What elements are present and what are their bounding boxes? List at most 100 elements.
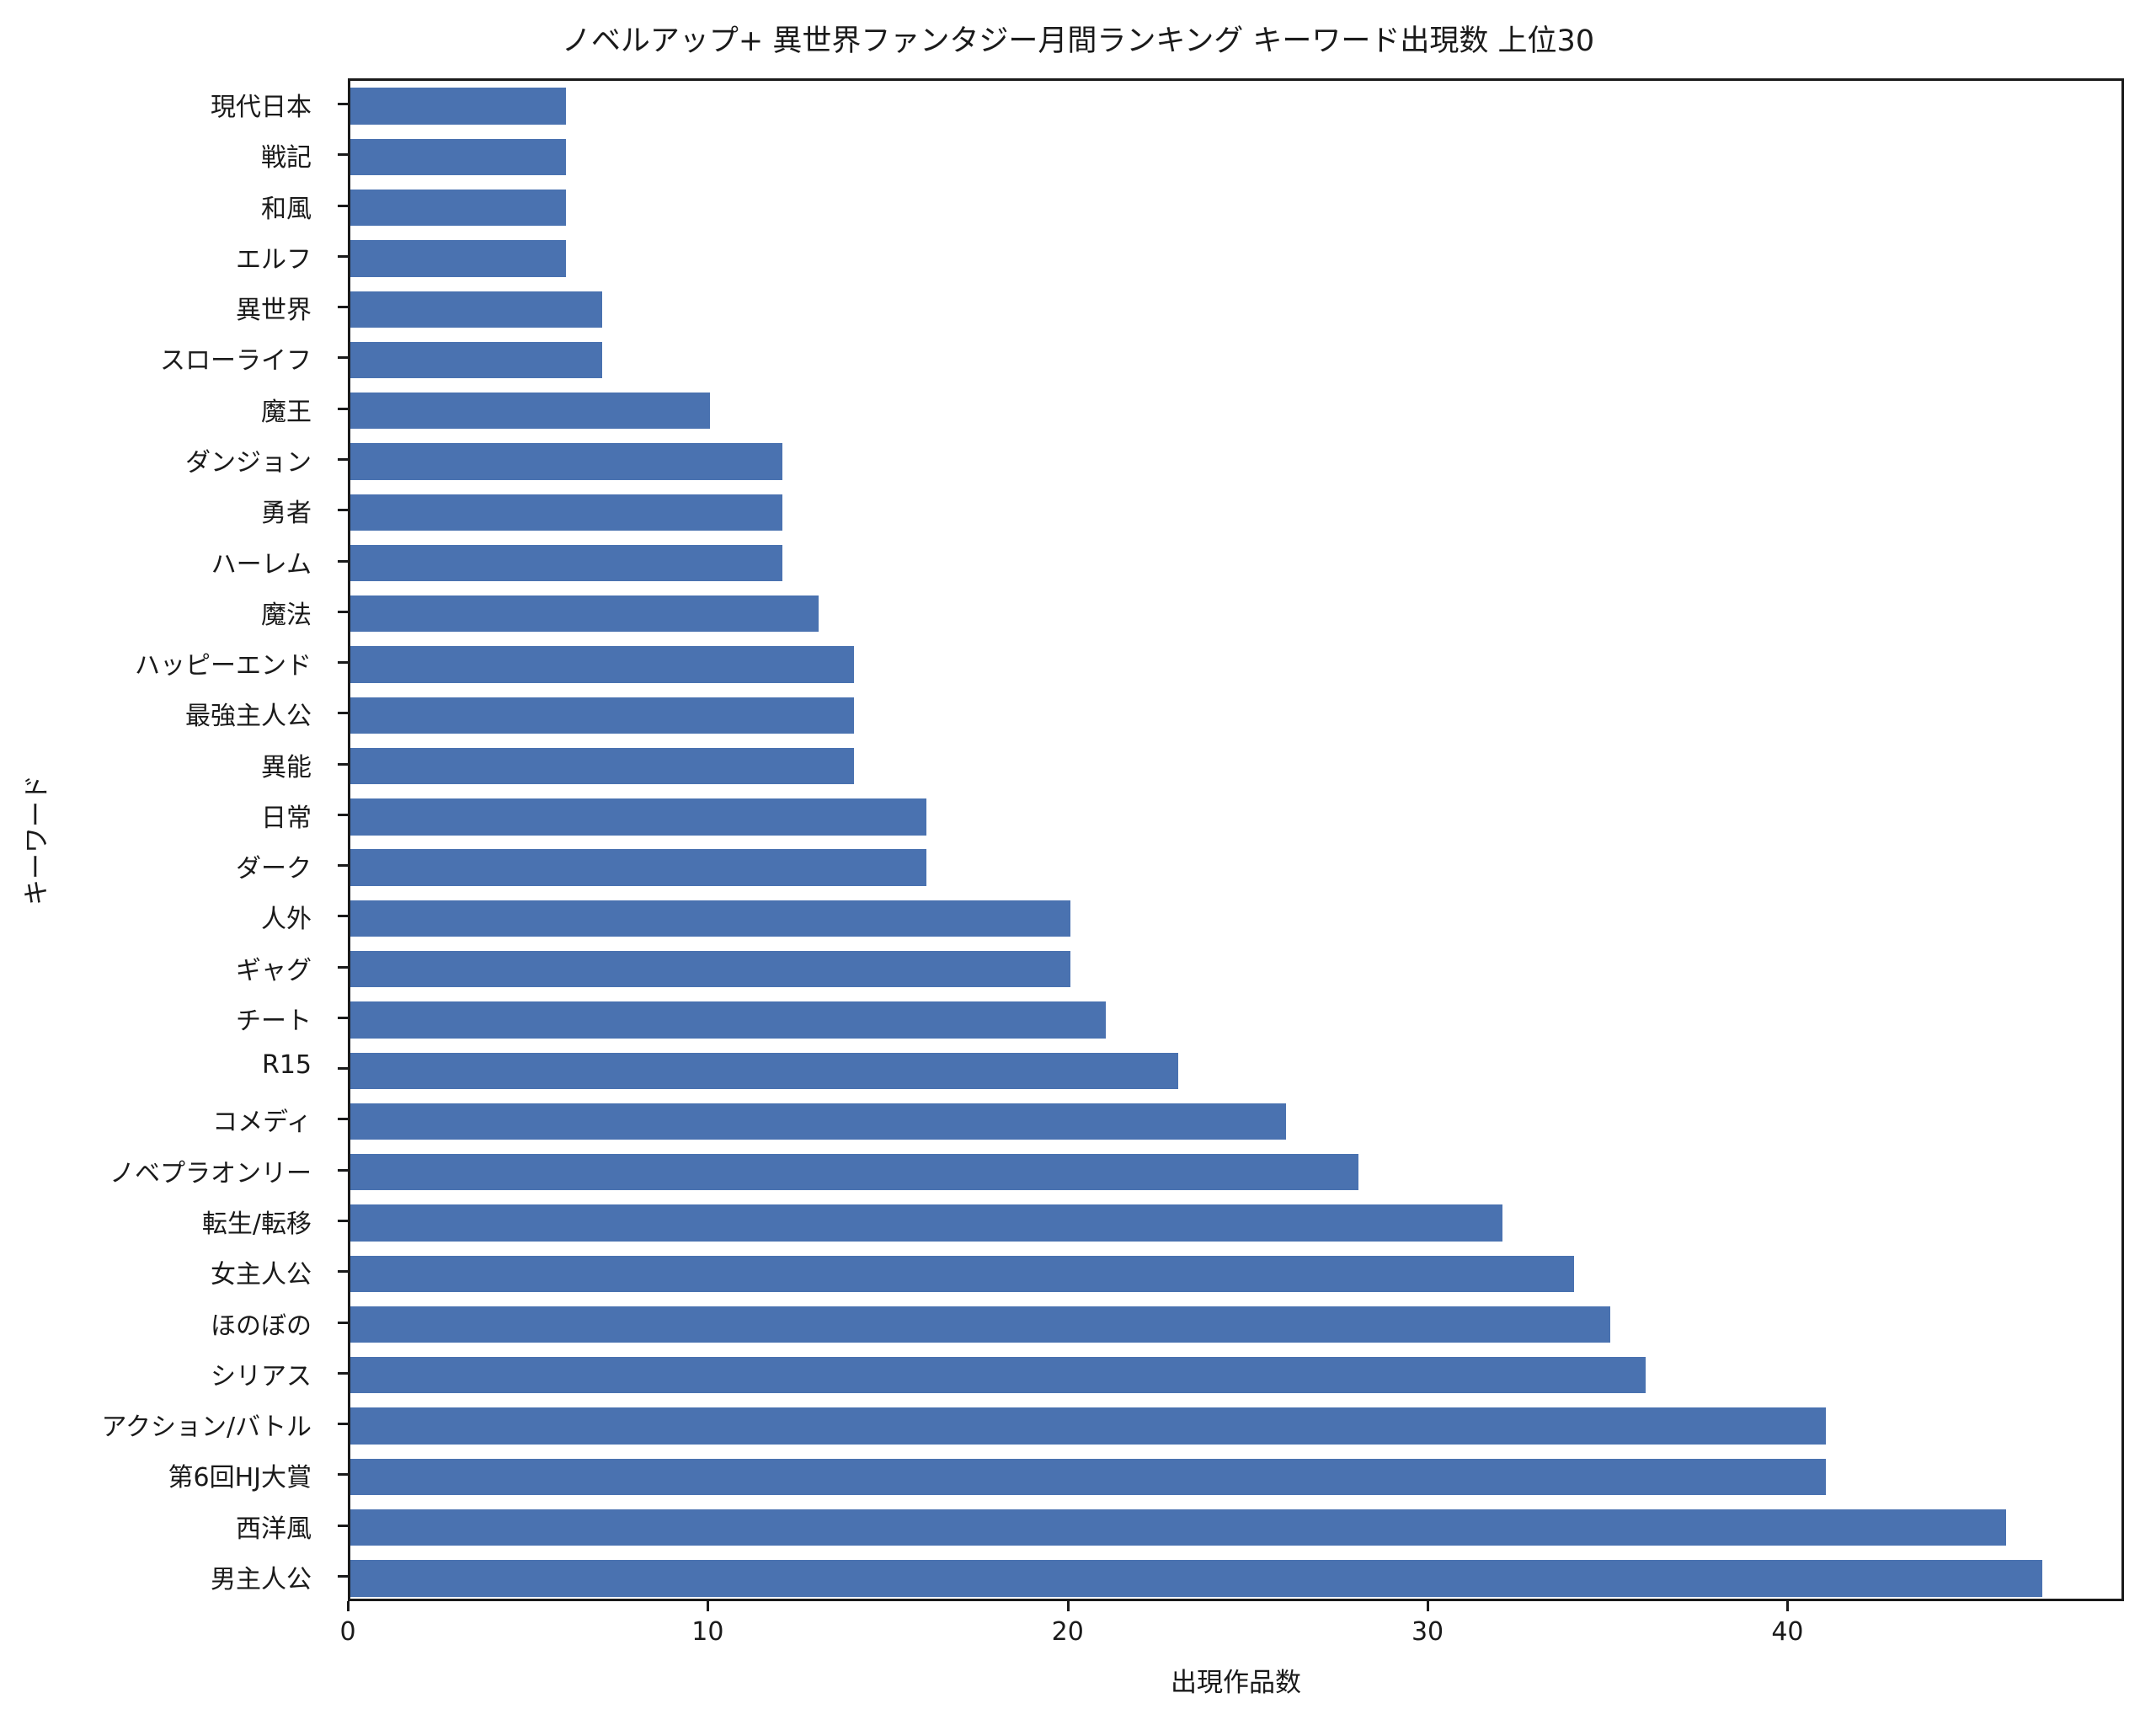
bar [350, 646, 855, 683]
bar [350, 291, 603, 328]
bar [350, 1052, 1178, 1089]
bar-row [350, 849, 2121, 886]
y-axis-tick-mark [338, 1321, 348, 1324]
bar [350, 1255, 1574, 1292]
y-axis-tick-mark [338, 509, 348, 512]
bar [350, 697, 855, 734]
bar-row [350, 1458, 2121, 1496]
bar-row [350, 240, 2121, 277]
bar [350, 747, 855, 785]
y-axis-tick-label: スローライフ [160, 346, 312, 377]
y-axis-tick-mark [338, 1067, 348, 1071]
y-axis-tick-mark [338, 1524, 348, 1527]
bar-row [350, 1509, 2121, 1546]
y-axis-tick-label: 魔法 [261, 600, 312, 630]
x-axis-tick-mark [347, 1601, 350, 1611]
bar-row [350, 189, 2121, 227]
y-axis-tick-label: ほのぼの [211, 1311, 312, 1341]
y-axis-tick-mark [338, 813, 348, 816]
y-axis-tick-label: 最強主人公 [185, 702, 312, 732]
x-axis-tick-label: 10 [691, 1617, 724, 1647]
y-axis-tick-mark [338, 965, 348, 969]
x-axis-label: 出現作品数 [1171, 1668, 1301, 1698]
bar [350, 1001, 1107, 1039]
bar [350, 1204, 1502, 1242]
bar [350, 240, 567, 277]
bar [350, 849, 926, 886]
y-axis-tick-mark [338, 661, 348, 665]
y-axis-tick-label: 男主人公 [211, 1564, 312, 1594]
y-axis-tick-mark [338, 915, 348, 918]
y-axis-tick-mark [338, 1168, 348, 1172]
bar [350, 1357, 1646, 1394]
y-axis-tick-mark [338, 1016, 348, 1019]
x-axis-tick-mark [1786, 1601, 1790, 1611]
y-axis-tick-label: ギャグ [236, 955, 312, 985]
bar [350, 443, 782, 480]
x-axis-tick-mark [707, 1601, 710, 1611]
y-axis-tick-label: 西洋風 [236, 1514, 312, 1544]
bar-row [350, 1407, 2121, 1445]
bar-row [350, 341, 2121, 379]
bar [350, 189, 567, 227]
y-axis-tick-label: 異世界 [236, 296, 312, 326]
y-axis-tick-label: チート [236, 1006, 312, 1036]
x-axis-tick-label: 40 [1771, 1617, 1804, 1647]
bar [350, 1154, 1358, 1191]
y-axis-tick-mark [338, 407, 348, 410]
y-axis-tick-mark [338, 306, 348, 309]
bar [350, 1560, 2042, 1597]
bar [350, 798, 926, 836]
y-axis-tick-mark [338, 103, 348, 106]
bar-row [350, 1052, 2121, 1089]
y-axis-tick-mark [338, 610, 348, 613]
x-axis-tick-label: 30 [1411, 1617, 1444, 1647]
bar [350, 341, 603, 379]
y-axis-tick-label: 現代日本 [211, 93, 312, 123]
bar-row [350, 747, 2121, 785]
bar [350, 950, 1070, 988]
y-axis-tick-mark [338, 712, 348, 715]
y-axis-tick-mark [338, 864, 348, 868]
y-axis-tick-label: 女主人公 [211, 1260, 312, 1290]
bar-row [350, 494, 2121, 531]
bar-row [350, 697, 2121, 734]
bar-row [350, 798, 2121, 836]
plot-area [348, 78, 2124, 1601]
y-axis-tick-label: R15 [261, 1050, 312, 1081]
y-axis-tick-mark [338, 1371, 348, 1375]
bars-layer [350, 81, 2121, 1599]
y-axis-tick-mark [338, 458, 348, 461]
bar-row [350, 1154, 2121, 1191]
y-axis-tick-mark [338, 1220, 348, 1222]
y-axis-tick-label: 転生/転移 [201, 1210, 312, 1239]
x-axis-tick-label: 0 [339, 1617, 356, 1647]
bar [350, 1509, 2006, 1546]
bar [350, 1458, 1827, 1496]
bar-row [350, 393, 2121, 430]
y-axis-tick-label: ダンジョン [185, 448, 312, 478]
y-axis-tick-label: 人外 [261, 905, 312, 935]
bar-row [350, 291, 2121, 328]
y-axis-tick-mark [338, 1118, 348, 1121]
y-axis-tick-label: エルフ [236, 244, 312, 275]
x-axis-tick-label: 20 [1051, 1617, 1084, 1647]
y-axis-tick-label: アクション/バトル [101, 1413, 312, 1443]
x-axis-tick-mark [1066, 1601, 1070, 1611]
bar-row [350, 595, 2121, 633]
bar-row [350, 138, 2121, 176]
y-axis-tick-label: ハーレム [211, 549, 312, 579]
y-axis-tick-label: ノベプラオンリー [109, 1158, 312, 1188]
bar [350, 88, 567, 125]
bar [350, 393, 711, 430]
y-axis-tick-mark [338, 356, 348, 360]
y-axis-tick-mark [338, 1473, 348, 1477]
y-axis-tick-label: 日常 [261, 803, 312, 833]
y-axis-tick-mark [338, 254, 348, 258]
y-axis-tick-label: 和風 [261, 194, 312, 224]
y-axis-tick-mark [338, 559, 348, 563]
y-axis-tick-mark [338, 1270, 348, 1274]
bar-row [350, 900, 2121, 937]
bar [350, 1103, 1287, 1140]
